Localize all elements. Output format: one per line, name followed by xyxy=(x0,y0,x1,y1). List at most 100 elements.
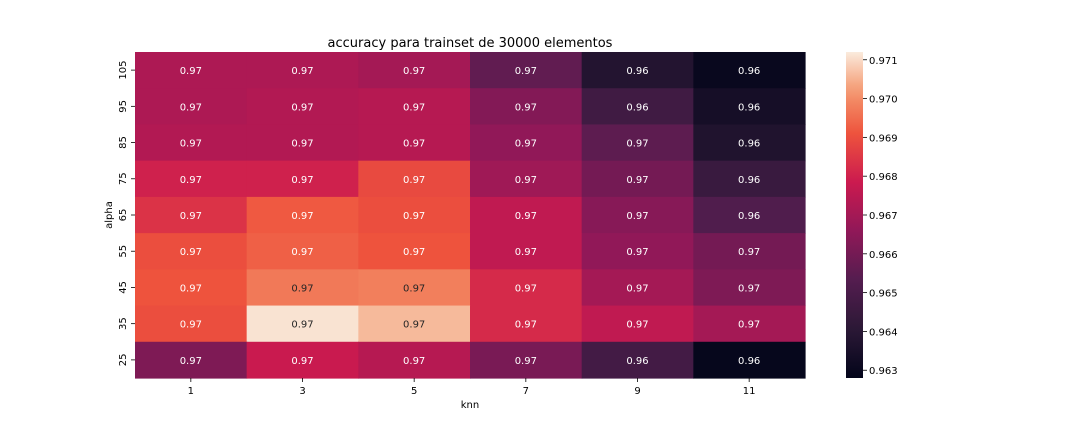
y-tick-label: 25 xyxy=(118,354,129,367)
cell-annotation: 0.97 xyxy=(180,211,202,222)
y-tick-label: 95 xyxy=(118,100,129,113)
colorbar-tick-label: 0.966 xyxy=(869,250,898,261)
heatmap-cell xyxy=(470,88,583,126)
heatmap-cell xyxy=(470,124,583,162)
heatmap-cell xyxy=(693,196,806,234)
cell-annotation: 0.97 xyxy=(291,139,313,150)
heatmap-cell xyxy=(693,305,806,343)
heatmap-cell xyxy=(246,160,359,198)
cell-annotation: 0.97 xyxy=(515,102,537,113)
cell-annotation: 0.97 xyxy=(515,320,537,331)
heatmap-cell xyxy=(581,269,694,307)
cell-annotation: 0.97 xyxy=(738,283,760,294)
cell-annotation: 0.96 xyxy=(738,356,760,367)
y-tick-label: 65 xyxy=(118,209,129,222)
heatmap-cell xyxy=(581,341,694,379)
x-tick-labels: 1 3 5 7 9 11 xyxy=(188,378,756,397)
cell-annotation: 0.97 xyxy=(291,66,313,77)
heatmap-cell xyxy=(246,341,359,379)
cell-annotation: 0.97 xyxy=(403,66,425,77)
cell-annotation: 0.97 xyxy=(515,175,537,186)
heatmap-cells: 0.97 0.97 0.97 0.97 0.96 0.96 0.97 0.97 0.97 0.97… xyxy=(135,52,806,379)
cell-annotation: 0.97 xyxy=(403,247,425,258)
cell-annotation: 0.97 xyxy=(403,283,425,294)
cell-annotation: 0.97 xyxy=(291,175,313,186)
x-tick-label: 7 xyxy=(523,386,529,397)
cell-annotation: 0.97 xyxy=(626,175,648,186)
cell-annotation: 0.97 xyxy=(626,320,648,331)
heatmap-cell xyxy=(581,305,694,343)
cell-annotation: 0.96 xyxy=(738,211,760,222)
cell-annotation: 0.97 xyxy=(515,139,537,150)
cell-annotation: 0.97 xyxy=(738,247,760,258)
colorbar-tick-label: 0.965 xyxy=(869,289,898,300)
cell-annotation: 0.96 xyxy=(738,102,760,113)
y-tick-label: 55 xyxy=(118,245,129,258)
heatmap-cell xyxy=(693,124,806,162)
heatmap-cell xyxy=(135,269,248,307)
heatmap-cell xyxy=(693,269,806,307)
cell-annotation: 0.97 xyxy=(403,102,425,113)
x-tick-label: 9 xyxy=(634,386,640,397)
heatmap-cell xyxy=(358,305,471,343)
cell-annotation: 0.97 xyxy=(626,283,648,294)
cell-annotation: 0.96 xyxy=(626,356,648,367)
cell-annotation: 0.96 xyxy=(626,102,648,113)
x-tick-label: 11 xyxy=(743,386,756,397)
heatmap-cell xyxy=(246,269,359,307)
heatmap-cell xyxy=(135,52,248,89)
x-tick-label: 5 xyxy=(411,386,417,397)
colorbar-gradient xyxy=(846,52,863,378)
cell-annotation: 0.97 xyxy=(180,139,202,150)
heatmap-cell xyxy=(470,160,583,198)
cell-annotation: 0.97 xyxy=(403,175,425,186)
cell-annotation: 0.97 xyxy=(180,356,202,367)
y-tick-label: 85 xyxy=(118,136,129,149)
heatmap-cell xyxy=(693,341,806,379)
y-tick-label: 75 xyxy=(118,172,129,185)
cell-annotation: 0.97 xyxy=(515,247,537,258)
y-tick-label: 35 xyxy=(118,317,129,330)
heatmap-cell xyxy=(246,52,359,89)
heatmap-cell xyxy=(135,341,248,379)
cell-annotation: 0.97 xyxy=(180,102,202,113)
heatmap-cell xyxy=(135,305,248,343)
cell-annotation: 0.97 xyxy=(291,211,313,222)
heatmap-cell xyxy=(693,88,806,126)
heatmap-cell xyxy=(135,160,248,198)
heatmap-cell xyxy=(135,88,248,126)
cell-annotation: 0.97 xyxy=(291,320,313,331)
heatmap-cell xyxy=(358,196,471,234)
colorbar-tick-label: 0.963 xyxy=(869,366,898,377)
cell-annotation: 0.96 xyxy=(738,66,760,77)
cell-annotation: 0.96 xyxy=(738,175,760,186)
cell-annotation: 0.96 xyxy=(626,66,648,77)
y-tick-label: 45 xyxy=(118,281,129,294)
heatmap-cell xyxy=(581,52,694,89)
cell-annotation: 0.97 xyxy=(403,320,425,331)
heatmap-cell xyxy=(693,233,806,270)
colorbar-tick-label: 0.967 xyxy=(869,211,898,222)
heatmap-cell xyxy=(246,305,359,343)
cell-annotation: 0.97 xyxy=(291,247,313,258)
heatmap-cell xyxy=(358,160,471,198)
heatmap-cell xyxy=(581,196,694,234)
cell-annotation: 0.97 xyxy=(291,102,313,113)
cell-annotation: 0.97 xyxy=(403,139,425,150)
heatmap-cell xyxy=(358,88,471,126)
heatmap-cell xyxy=(135,233,248,270)
x-tick-label: 1 xyxy=(188,386,194,397)
cell-annotation: 0.97 xyxy=(180,320,202,331)
heatmap-cell xyxy=(358,269,471,307)
x-axis-label: knn xyxy=(461,400,479,411)
cell-annotation: 0.97 xyxy=(180,66,202,77)
heatmap-cell xyxy=(470,305,583,343)
colorbar-tick-label: 0.971 xyxy=(869,56,898,67)
heatmap-cell xyxy=(246,233,359,270)
cell-annotation: 0.96 xyxy=(738,139,760,150)
heatmap-cell xyxy=(135,196,248,234)
heatmap-cell xyxy=(470,341,583,379)
heatmap-cell xyxy=(581,160,694,198)
cell-annotation: 0.97 xyxy=(515,66,537,77)
